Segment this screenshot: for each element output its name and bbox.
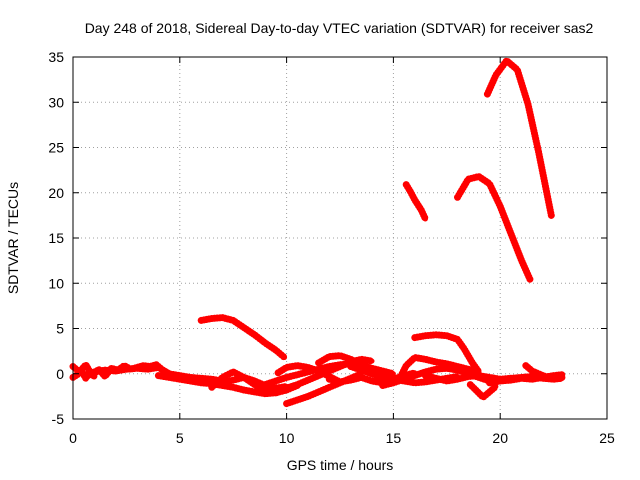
y-tick-labels: -5 0 5 10 15 20 25 30 35 bbox=[48, 49, 64, 427]
y-tick-label: 25 bbox=[48, 140, 64, 156]
y-tick-label: -5 bbox=[52, 411, 65, 427]
y-tick-label: 15 bbox=[48, 230, 64, 246]
series-markers-s22 bbox=[483, 55, 555, 220]
series-markers-s19 bbox=[421, 372, 504, 385]
series-markers-s03 bbox=[90, 363, 226, 385]
series-markers-s20 bbox=[454, 172, 534, 284]
x-tick-labels: 0 5 10 15 20 25 bbox=[69, 430, 615, 446]
x-tick-label: 10 bbox=[279, 430, 295, 446]
y-tick-label: 35 bbox=[48, 49, 64, 65]
series-markers-s21 bbox=[466, 381, 500, 403]
y-axis-label: SDTVAR / TECUs bbox=[5, 182, 21, 294]
x-tick-label: 20 bbox=[492, 430, 508, 446]
series-markers-s02 bbox=[69, 365, 98, 385]
axis-ticks bbox=[72, 56, 608, 420]
x-tick-label: 5 bbox=[176, 430, 184, 446]
series-markers-s07 bbox=[219, 373, 291, 392]
series-markers-s25 bbox=[496, 372, 566, 383]
grid-lines bbox=[73, 57, 607, 419]
series-markers-s16 bbox=[396, 353, 483, 382]
x-tick-label: 25 bbox=[599, 430, 615, 446]
data-traces bbox=[69, 55, 566, 408]
series-markers-s18 bbox=[411, 331, 483, 376]
y-tick-label: 10 bbox=[48, 275, 64, 291]
y-tick-label: 0 bbox=[56, 366, 64, 382]
series-markers-s17 bbox=[402, 181, 429, 223]
y-tick-label: 30 bbox=[48, 94, 64, 110]
y-tick-label: 20 bbox=[48, 185, 64, 201]
x-tick-label: 0 bbox=[69, 430, 77, 446]
x-tick-label: 15 bbox=[386, 430, 402, 446]
series-markers-s05 bbox=[197, 314, 288, 361]
series-markers-s12 bbox=[315, 352, 387, 378]
x-axis-label: GPS time / hours bbox=[287, 457, 394, 473]
y-tick-label: 5 bbox=[56, 321, 64, 337]
chart-title: Day 248 of 2018, Sidereal Day-to-day VTE… bbox=[85, 20, 594, 36]
